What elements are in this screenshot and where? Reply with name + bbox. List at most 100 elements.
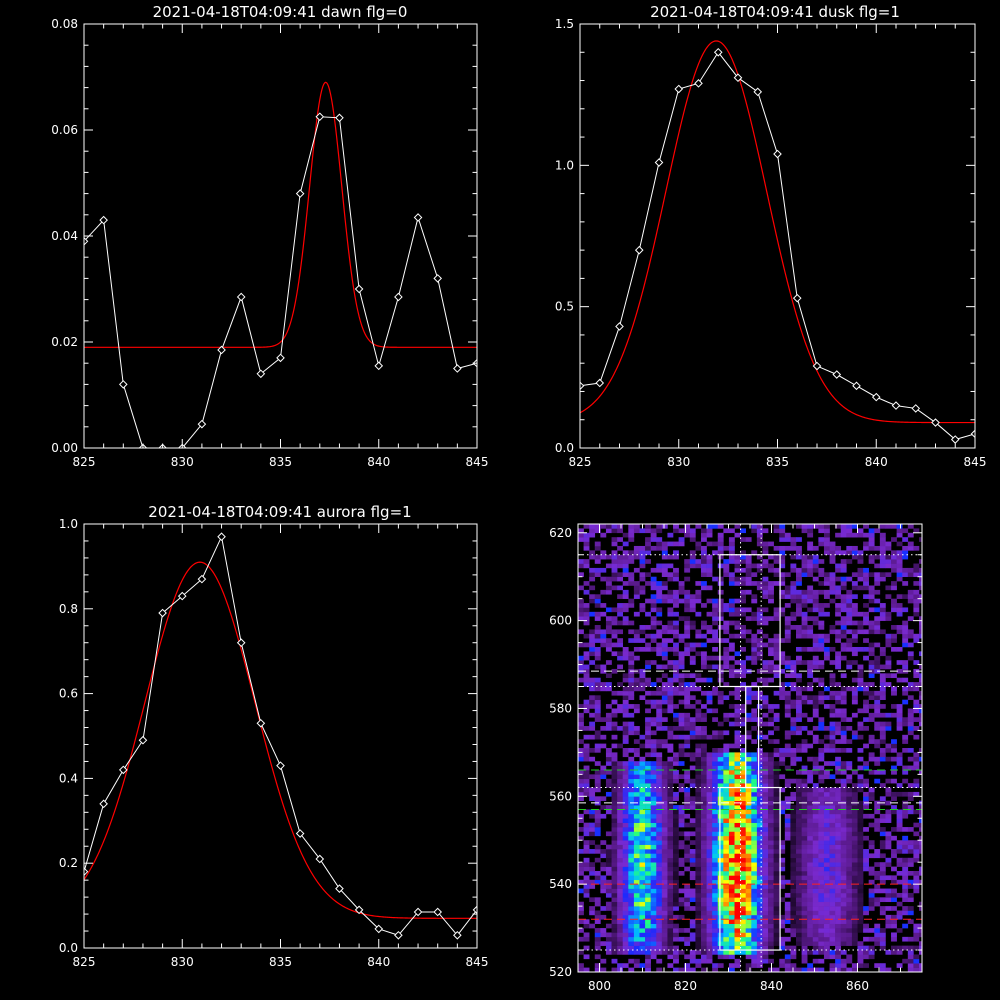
heatmap-cell — [740, 721, 746, 727]
heatmap-cell — [874, 849, 881, 854]
heatmap-cell — [605, 646, 612, 652]
heatmap-cell — [700, 796, 707, 802]
heatmap-cell — [868, 901, 875, 907]
heatmap-cell — [896, 563, 903, 569]
heatmap-cell — [874, 809, 881, 815]
heatmap-cell — [594, 748, 601, 753]
heatmap-cell — [835, 589, 842, 595]
heatmap-cell — [768, 638, 774, 643]
heatmap-cell — [835, 545, 842, 551]
heatmap-cell — [617, 704, 624, 709]
heatmap-cell — [740, 809, 746, 815]
heatmap-cell — [918, 682, 923, 687]
heatmap-cell — [868, 756, 875, 762]
heatmap-cell — [913, 932, 920, 938]
heatmap-cell — [689, 765, 696, 771]
heatmap-cell — [796, 695, 802, 700]
heatmap-cell — [712, 822, 719, 828]
heatmap-cell — [902, 633, 909, 639]
heatmap-cell — [589, 831, 596, 837]
heatmap-cell — [879, 572, 886, 578]
heatmap-cell — [583, 668, 590, 674]
heatmap-cell — [801, 699, 808, 705]
heatmap-cell — [840, 813, 847, 819]
heatmap-cell — [868, 870, 875, 876]
heatmap-cell — [902, 778, 909, 784]
heatmap-cell — [768, 677, 774, 683]
heatmap-cell — [768, 765, 774, 771]
aurora-data-point — [374, 924, 384, 934]
heatmap-cell — [756, 581, 763, 586]
heatmap-cell — [645, 923, 651, 929]
heatmap-cell — [695, 888, 702, 894]
heatmap-cell — [628, 870, 635, 876]
heatmap-cell — [650, 660, 657, 665]
heatmap-cell — [745, 835, 752, 841]
heatmap-cell — [723, 607, 730, 613]
heatmap-cell — [684, 734, 691, 740]
heatmap-cell — [891, 581, 897, 586]
heatmap-cell — [863, 923, 869, 929]
heatmap-cell — [583, 589, 590, 595]
heatmap-cell — [768, 756, 774, 762]
heatmap-cell — [851, 611, 858, 617]
heatmap-cell — [918, 695, 923, 700]
heatmap-cell — [628, 945, 635, 951]
heatmap-cell — [594, 734, 601, 740]
heatmap-cell — [818, 603, 825, 608]
heatmap-cell — [913, 831, 920, 837]
heatmap-cell — [751, 528, 758, 534]
heatmap-cell — [918, 827, 923, 832]
heatmap-cell — [762, 774, 769, 780]
heatmap-cell — [773, 673, 780, 679]
heatmap-cell — [762, 857, 769, 863]
heatmap-cell — [768, 866, 774, 872]
heatmap-cell — [723, 805, 730, 810]
heatmap-cell — [784, 906, 791, 911]
heatmap-cell — [645, 783, 651, 788]
heatmap-cell — [857, 901, 864, 907]
heatmap-cell — [622, 690, 629, 696]
heatmap-cell — [790, 866, 797, 872]
heatmap-cell — [667, 677, 674, 683]
heatmap-cell — [605, 524, 612, 529]
heatmap-cell — [622, 655, 629, 661]
heatmap-cell — [661, 936, 668, 942]
heatmap-cell — [678, 774, 685, 780]
heatmap-cell — [784, 752, 791, 758]
heatmap-cell — [605, 752, 612, 758]
heatmap-cell — [790, 704, 797, 709]
heatmap-cell — [673, 778, 679, 784]
heatmap-cell — [829, 572, 836, 578]
heatmap-cell — [762, 704, 769, 709]
heatmap-cell — [700, 620, 707, 626]
heatmap-cell — [840, 787, 847, 793]
heatmap-cell — [885, 638, 892, 643]
heatmap-cell — [673, 914, 679, 920]
heatmap-cell — [578, 739, 584, 744]
heatmap-cell — [913, 682, 920, 687]
heatmap-cell — [628, 524, 635, 529]
heatmap-cell — [594, 769, 601, 775]
heatmap-cell — [605, 717, 612, 722]
heatmap-cell — [605, 686, 612, 692]
heatmap-cell — [829, 835, 836, 841]
heatmap-cell — [891, 625, 897, 630]
heatmap-cell — [751, 717, 758, 722]
heatmap-cell — [611, 945, 618, 951]
heatmap-cell — [745, 752, 752, 758]
heatmap-cell — [605, 616, 612, 621]
heatmap-cell — [667, 875, 674, 881]
heatmap-cell — [740, 537, 746, 542]
heatmap-cell — [745, 572, 752, 578]
heatmap-cell — [879, 827, 886, 832]
heatmap-cell — [907, 756, 914, 762]
dusk-data-point — [832, 370, 842, 379]
heatmap-cell — [812, 594, 819, 599]
heatmap-cell — [851, 901, 858, 907]
heatmap-cell — [667, 708, 674, 714]
aurora-data-point — [394, 930, 403, 940]
heatmap-cell — [723, 941, 730, 946]
heatmap-cell — [740, 686, 746, 692]
heatmap-cell — [790, 932, 797, 938]
